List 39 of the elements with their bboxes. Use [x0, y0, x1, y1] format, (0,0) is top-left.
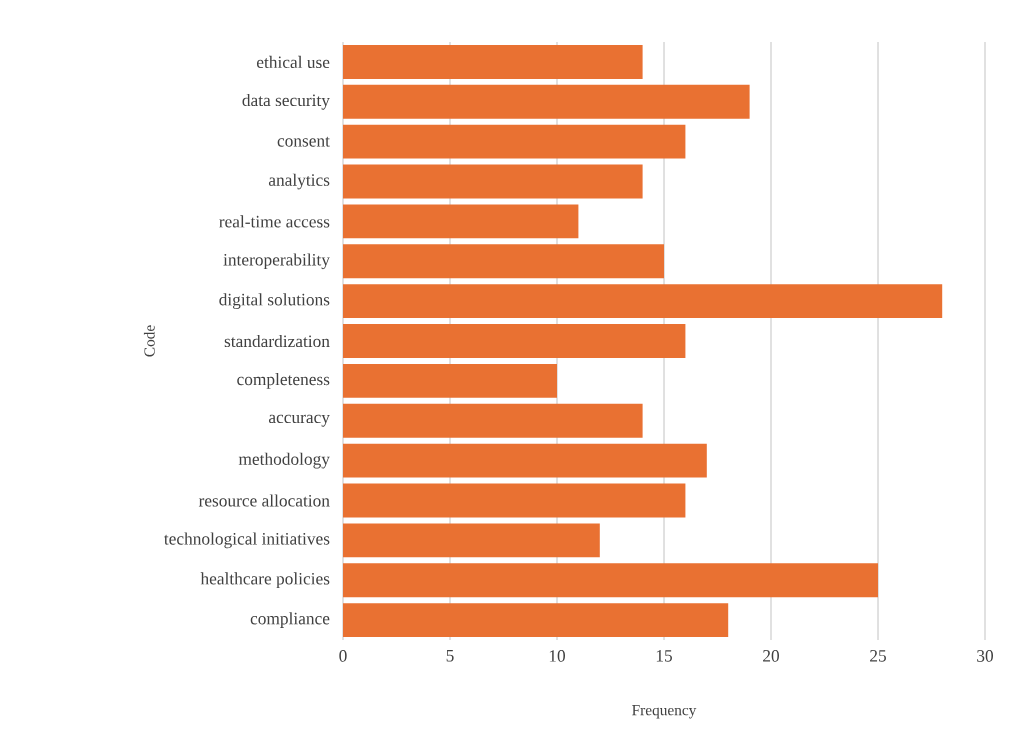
x-tick-label: 0: [339, 650, 347, 662]
bar: [343, 483, 686, 518]
y-tick-label: healthcare policies: [200, 572, 330, 589]
y-tick-label: interoperability: [223, 253, 330, 270]
y-tick-label: compliance: [250, 612, 330, 628]
bar: [343, 124, 686, 159]
y-tick-label: technological initiatives: [164, 532, 330, 549]
y-tick-label: standardization: [224, 334, 330, 348]
y-tick-label: methodology: [238, 452, 330, 469]
y-tick-label: ethical use: [256, 55, 330, 69]
y-tick-label: real-time access: [219, 215, 330, 228]
y-tick-label: accuracy: [268, 414, 330, 427]
x-axis-title: Frequency: [632, 705, 697, 719]
bar: [343, 443, 707, 478]
bar: [343, 403, 643, 438]
bar: [343, 523, 600, 558]
bar: [343, 84, 750, 119]
y-tick-label: data security: [242, 93, 330, 110]
x-tick-label: 30: [977, 650, 994, 662]
x-tick-label: 5: [446, 650, 454, 662]
bar: [343, 164, 643, 199]
bar: [343, 244, 665, 279]
bar: [343, 45, 643, 79]
y-tick-label: digital solutions: [219, 293, 330, 310]
x-tick-label: 15: [656, 650, 672, 662]
y-tick-label: resource allocation: [198, 494, 330, 507]
x-tick-label: 10: [549, 650, 566, 662]
bar: [343, 284, 943, 319]
bar: [343, 603, 729, 638]
bar: [343, 363, 557, 398]
bar: [343, 563, 879, 598]
bar: [343, 324, 686, 358]
y-tick-label: consent: [277, 136, 330, 147]
x-tick-label: 25: [870, 650, 886, 662]
bar: [343, 204, 579, 239]
y-tick-label: analytics: [268, 173, 330, 190]
x-tick-label: 20: [763, 650, 780, 662]
y-axis-title: Code: [143, 325, 155, 357]
y-tick-label: completeness: [237, 373, 330, 389]
